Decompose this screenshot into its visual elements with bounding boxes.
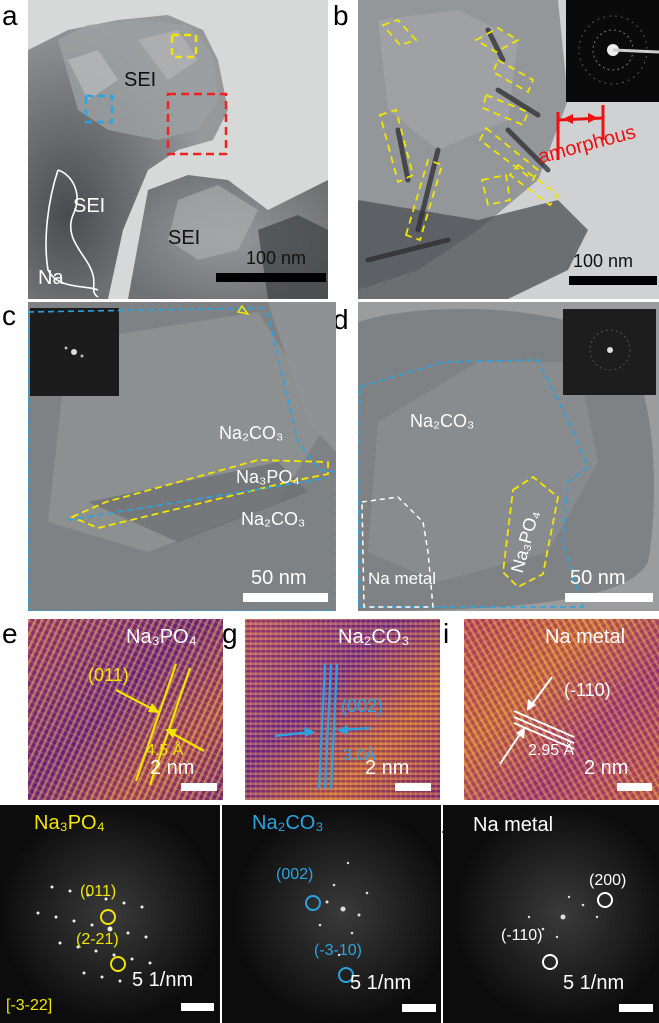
scale-bar-d <box>565 593 653 602</box>
spot-002-h: (002) <box>276 866 314 883</box>
title-na2co3-h: Na₂CO₃ <box>252 812 324 834</box>
scale-bar-b <box>569 276 657 285</box>
panel-letter-a: a <box>2 0 18 31</box>
panel-letter-g: g <box>222 618 238 649</box>
panel-e-annotations <box>115 663 205 786</box>
spot-2-21-f: (2-21) <box>76 931 119 948</box>
scale-bar-c <box>243 593 328 602</box>
panel-g-lattice-image: Na₂CO₃ (002) 3.0Å 2 nm <box>245 619 440 800</box>
panel-b-micrograph <box>358 0 659 299</box>
na-label: Na <box>38 267 64 289</box>
label-na-metal: Na metal <box>368 569 437 588</box>
panel-e-lattice-image: Na₃PO₄ (011) 4.5 Å 2 nm <box>28 619 223 800</box>
scale-bar-e <box>181 783 217 791</box>
spot-200-j: (200) <box>589 872 627 889</box>
scale-bar-i <box>617 783 652 791</box>
scale-bar-label-i: 2 nm <box>584 757 629 779</box>
scale-bar-label-h: 5 1/nm <box>350 972 412 994</box>
title-na3po4-f: Na₃PO₄ <box>34 812 105 834</box>
spot-110-j: (-110) <box>501 927 543 944</box>
scale-bar-label-b: 100 nm <box>573 251 634 271</box>
panel-c-micrograph <box>28 302 336 611</box>
sei-label-3: SEI <box>168 227 201 249</box>
panel-letter-i: i <box>443 618 450 649</box>
scale-bar-j <box>619 1004 653 1012</box>
panel-letter-c: c <box>2 300 16 331</box>
panel-h-fft-image: Na₂CO₃ (002) (-3-10) 5 1/nm <box>222 805 441 1023</box>
plane-110-i: (-110) <box>564 680 611 700</box>
panel-a-micrograph <box>28 15 328 299</box>
plane-011-e: (011) <box>88 665 129 685</box>
panel-c-hrtem-image: Na₂CO₃ Na₃PO₄ Na₂CO₃ 50 nm <box>28 302 336 611</box>
panel-letter-b: b <box>333 0 349 31</box>
label-na2co3: Na₂CO₃ <box>410 411 475 431</box>
sei-label-1: SEI <box>124 69 157 91</box>
panel-j-fft-image: Na metal (200) (-110) 5 1/nm <box>443 805 659 1023</box>
panel-letter-e: e <box>2 618 18 649</box>
scale-bar-label-d: 50 nm <box>570 567 626 589</box>
panel-d-micrograph <box>358 308 656 611</box>
title-na2co3-g: Na₂CO₃ <box>338 626 410 648</box>
panel-b-tem-image: amorphous 100 nm <box>358 0 659 299</box>
scale-bar-h <box>402 1004 436 1012</box>
scale-bar-label-e: 2 nm <box>150 757 195 779</box>
panel-d-hrtem-image: Na₂CO₃ Na₃PO₄ Na metal 50 nm <box>358 302 659 611</box>
scale-bar-label-a: 100 nm <box>246 248 307 268</box>
plane-002-g: (002) <box>341 696 384 716</box>
scale-bar-label-c: 50 nm <box>251 567 307 589</box>
spacing-i: 2.95 Å <box>528 742 575 759</box>
panel-g-annotations <box>274 663 371 790</box>
scale-bar-label-g: 2 nm <box>365 757 410 779</box>
panel-h-diffraction <box>222 805 441 1023</box>
panel-i-annotations <box>499 676 575 765</box>
label-na2co3-top: Na₂CO₃ <box>219 423 284 443</box>
panel-i-lattice-image: Na metal (-110) 2.95 Å 2 nm <box>464 619 659 800</box>
title-na-metal-j: Na metal <box>473 814 554 836</box>
sei-label-2: SEI <box>73 195 106 217</box>
scale-bar-label-f: 5 1/nm <box>132 969 194 991</box>
title-na3po4-e: Na₃PO₄ <box>126 626 197 648</box>
zone-axis-f: [-3-22] <box>6 997 53 1014</box>
spot-3-10-h: (-3-10) <box>314 942 363 959</box>
panel-letter-d: d <box>333 304 349 335</box>
panel-f-fft-image: Na₃PO₄ (011) (2-21) [-3-22] 5 1/nm <box>0 805 220 1023</box>
panel-f-diffraction <box>0 805 220 1023</box>
panel-j-diffraction <box>443 805 659 1023</box>
scale-bar-a <box>216 273 326 282</box>
title-na-metal-i: Na metal <box>545 626 626 648</box>
panel-a-tem-image: SEI SEI SEI Na 100 nm <box>28 0 328 299</box>
spot-011-f: (011) <box>80 883 117 900</box>
scale-bar-g <box>395 783 431 791</box>
label-na2co3-bottom: Na₂CO₃ <box>241 509 306 529</box>
spacing-g: 3.0Å <box>343 747 376 764</box>
scale-bar-f <box>181 1003 214 1011</box>
label-na3po4: Na₃PO₄ <box>236 467 300 487</box>
spacing-e: 4.5 Å <box>146 742 184 759</box>
scale-bar-label-j: 5 1/nm <box>563 972 625 994</box>
